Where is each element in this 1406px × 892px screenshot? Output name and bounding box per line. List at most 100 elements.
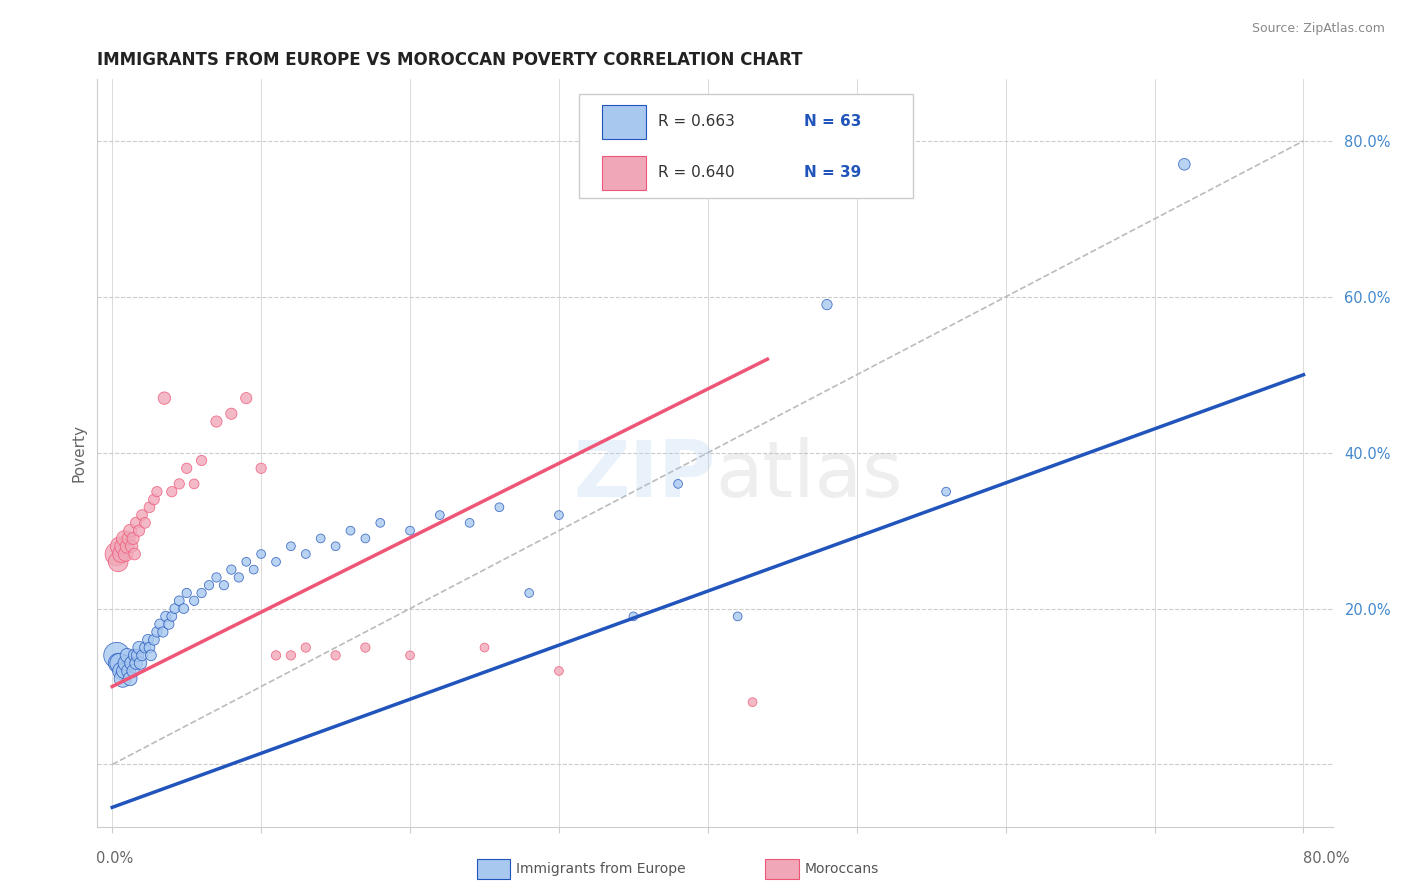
- Point: [107, 656, 129, 670]
- Point: [115, 648, 138, 663]
- Point: [399, 524, 422, 538]
- Point: [120, 672, 142, 686]
- Point: [183, 476, 205, 491]
- Text: ZIP: ZIP: [574, 437, 716, 513]
- Point: [280, 539, 302, 553]
- Point: [108, 539, 131, 553]
- Point: [138, 500, 160, 515]
- Point: [115, 539, 138, 553]
- Point: [131, 648, 153, 663]
- Point: [325, 539, 347, 553]
- Point: [120, 524, 142, 538]
- Point: [309, 532, 332, 546]
- Point: [110, 664, 132, 678]
- Point: [173, 601, 195, 615]
- Point: [167, 476, 190, 491]
- Text: 80.0%: 80.0%: [1303, 851, 1350, 865]
- Text: IMMIGRANTS FROM EUROPE VS MOROCCAN POVERTY CORRELATION CHART: IMMIGRANTS FROM EUROPE VS MOROCCAN POVER…: [97, 51, 803, 69]
- Point: [134, 516, 156, 530]
- Point: [131, 508, 153, 522]
- Point: [176, 586, 198, 600]
- Point: [354, 532, 377, 546]
- Point: [160, 609, 183, 624]
- Point: [1173, 157, 1195, 171]
- Text: N = 63: N = 63: [804, 114, 862, 129]
- Point: [623, 609, 645, 624]
- Point: [228, 570, 250, 584]
- Point: [339, 524, 361, 538]
- Point: [190, 453, 212, 467]
- Point: [163, 601, 186, 615]
- Point: [112, 532, 135, 546]
- Point: [127, 648, 149, 663]
- Text: R = 0.640: R = 0.640: [658, 165, 735, 180]
- Text: Immigrants from Europe: Immigrants from Europe: [516, 862, 686, 876]
- FancyBboxPatch shape: [602, 104, 647, 139]
- Point: [124, 648, 146, 663]
- Point: [235, 391, 257, 405]
- Point: [125, 516, 148, 530]
- Point: [548, 664, 571, 678]
- Point: [134, 640, 156, 655]
- Point: [325, 648, 347, 663]
- Point: [190, 586, 212, 600]
- Point: [280, 648, 302, 663]
- Point: [935, 484, 957, 499]
- Point: [108, 656, 131, 670]
- Point: [146, 624, 169, 639]
- Point: [142, 492, 165, 507]
- Point: [112, 664, 135, 678]
- Point: [122, 664, 145, 678]
- Point: [183, 594, 205, 608]
- Point: [124, 547, 146, 561]
- Point: [727, 609, 749, 624]
- Point: [212, 578, 235, 592]
- Point: [139, 648, 162, 663]
- Point: [138, 640, 160, 655]
- Point: [114, 656, 136, 670]
- Point: [136, 632, 159, 647]
- Point: [295, 547, 318, 561]
- Point: [205, 415, 228, 429]
- Point: [110, 547, 132, 561]
- Point: [160, 484, 183, 499]
- Point: [264, 648, 287, 663]
- Point: [741, 695, 763, 709]
- Point: [122, 532, 145, 546]
- Point: [111, 672, 134, 686]
- Point: [105, 547, 128, 561]
- Point: [121, 656, 143, 670]
- Point: [221, 563, 243, 577]
- Point: [129, 656, 152, 670]
- FancyBboxPatch shape: [579, 94, 912, 198]
- Point: [264, 555, 287, 569]
- Point: [205, 570, 228, 584]
- Point: [152, 624, 174, 639]
- Point: [250, 461, 273, 475]
- Point: [474, 640, 496, 655]
- Point: [117, 532, 139, 546]
- Point: [117, 664, 139, 678]
- Point: [107, 555, 129, 569]
- Y-axis label: Poverty: Poverty: [72, 424, 86, 482]
- Point: [666, 476, 689, 491]
- Text: Moroccans: Moroccans: [804, 862, 879, 876]
- Point: [429, 508, 451, 522]
- Point: [295, 640, 318, 655]
- Point: [488, 500, 510, 515]
- Point: [153, 391, 176, 405]
- Point: [146, 484, 169, 499]
- Point: [815, 297, 838, 311]
- Point: [458, 516, 481, 530]
- Point: [250, 547, 273, 561]
- Point: [128, 524, 150, 538]
- Point: [125, 656, 148, 670]
- Point: [176, 461, 198, 475]
- Text: atlas: atlas: [716, 437, 903, 513]
- Point: [221, 407, 243, 421]
- Point: [368, 516, 391, 530]
- Point: [142, 632, 165, 647]
- Point: [149, 617, 172, 632]
- Point: [167, 594, 190, 608]
- Point: [128, 640, 150, 655]
